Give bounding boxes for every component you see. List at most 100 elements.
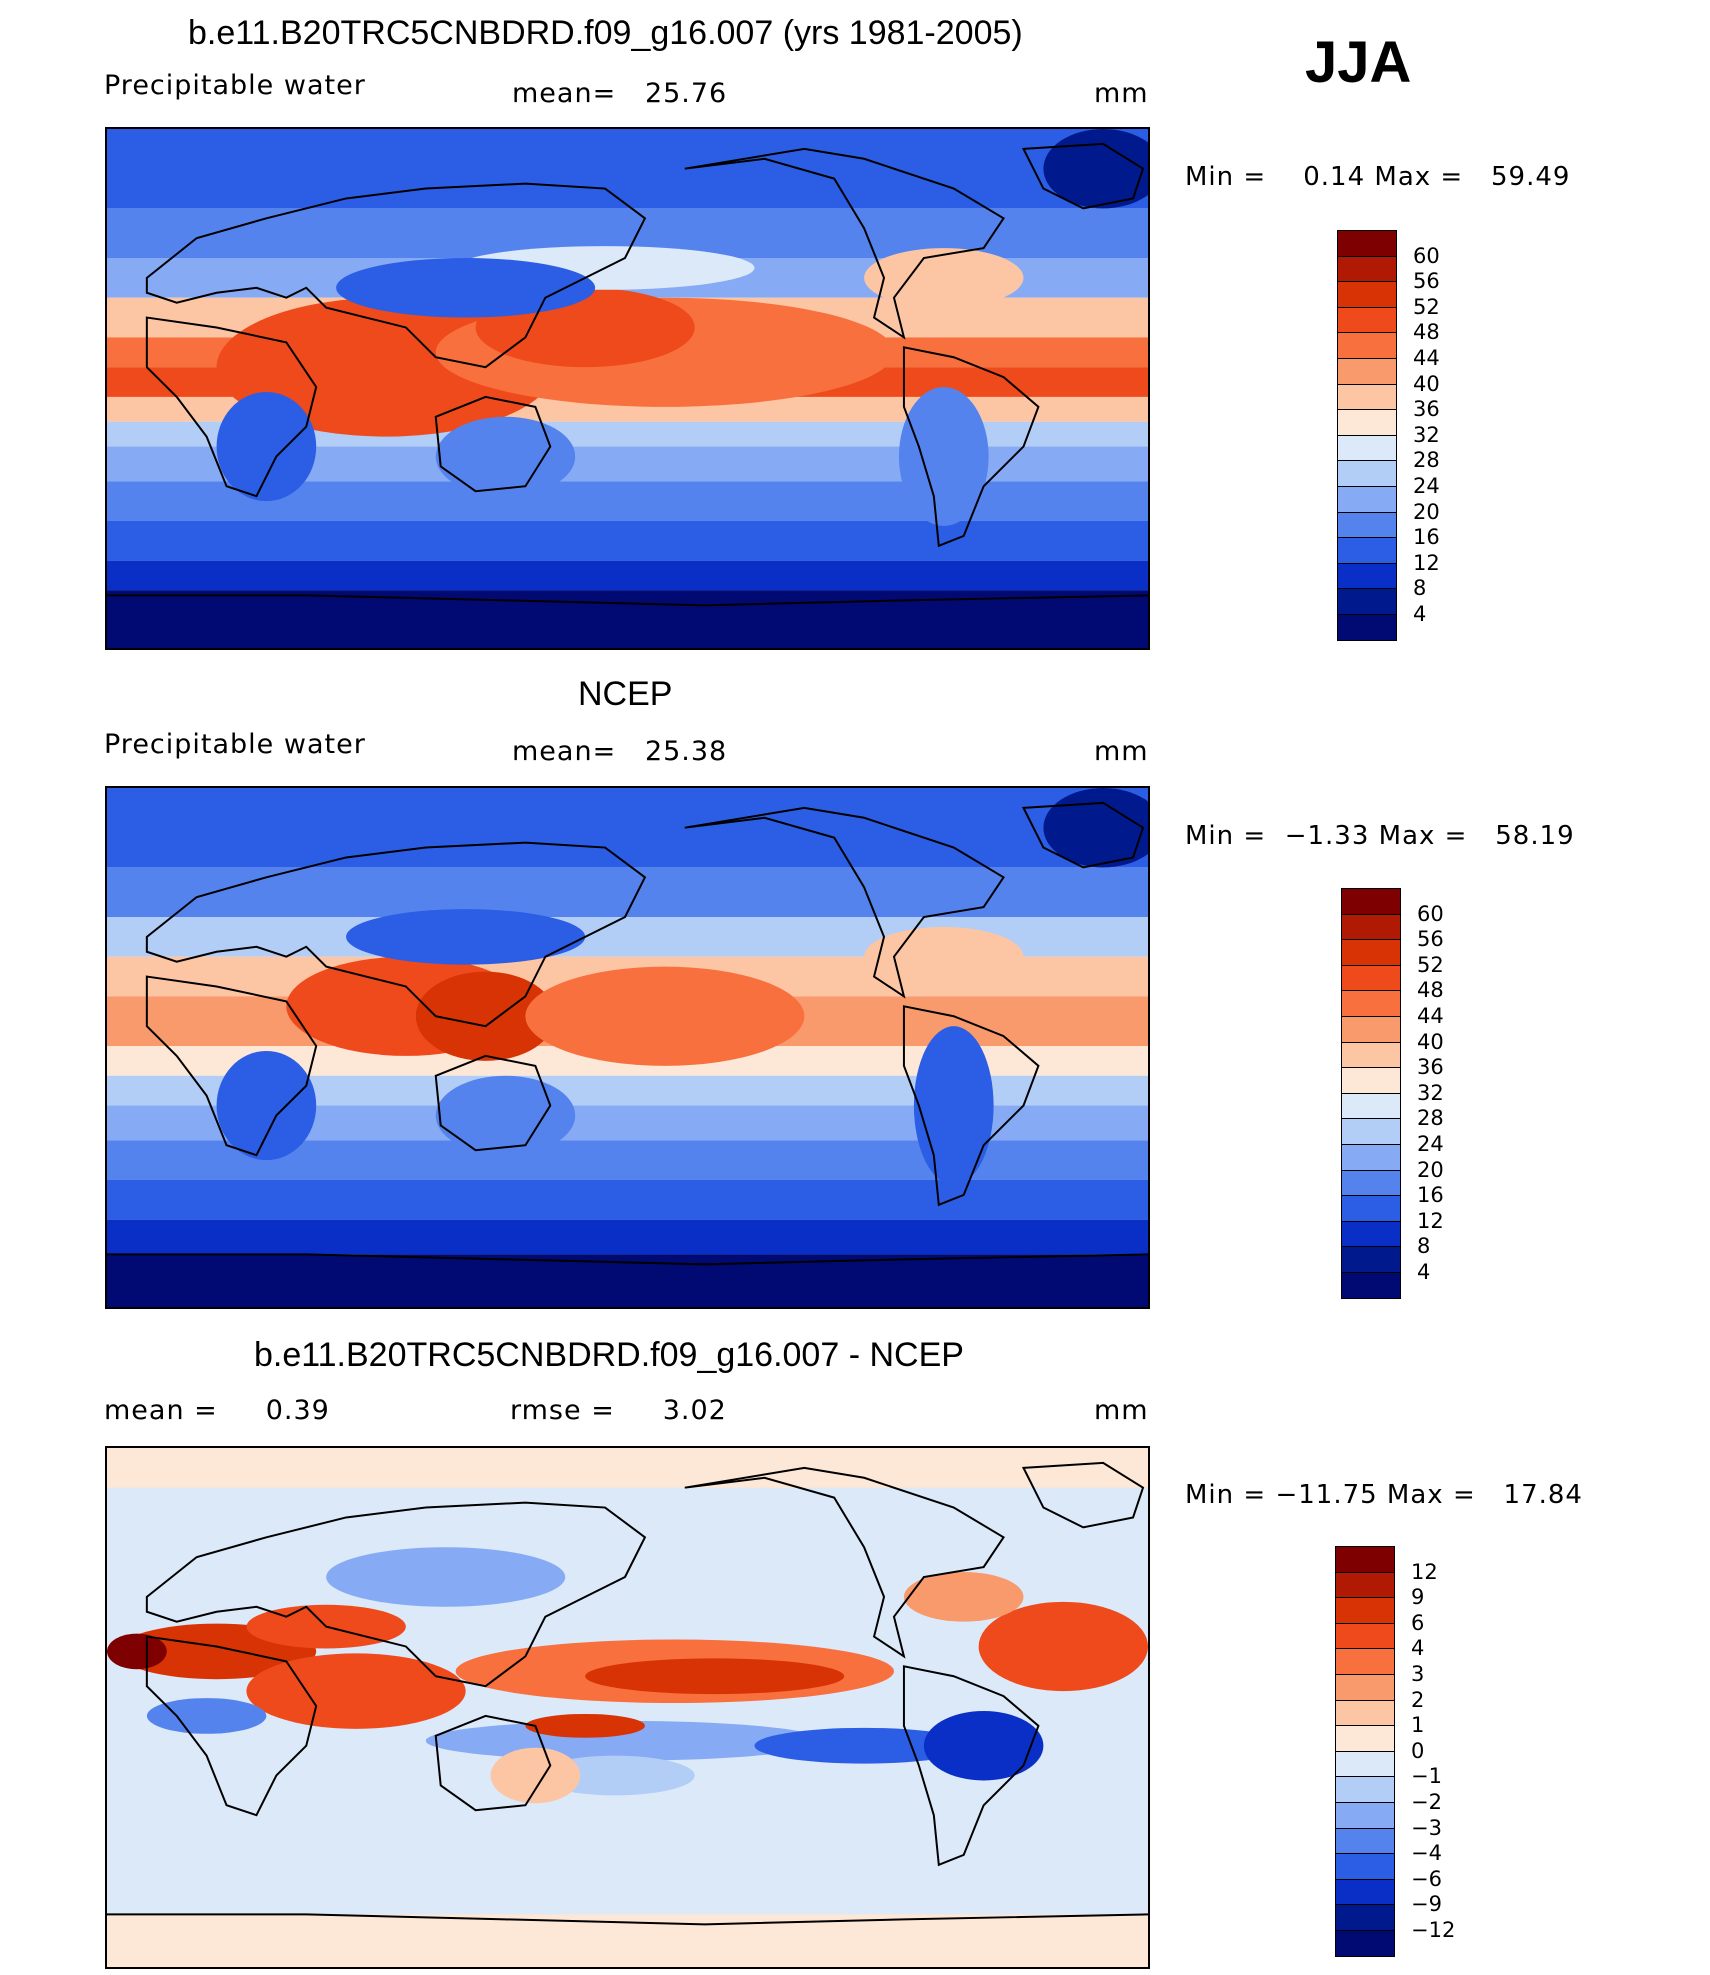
- panel-3-rmse-label: rmse = 3.02: [510, 1395, 727, 1426]
- colorbar-tick-label: −12: [1411, 1918, 1456, 1942]
- panel-1-map-svg: [107, 129, 1148, 648]
- panel-1-units-label: mm: [1094, 78, 1149, 109]
- colorbar-tick-label: 40: [1417, 1029, 1444, 1054]
- colorbar-tick-label: 28: [1417, 1106, 1444, 1131]
- colorbar-swatch: [1337, 281, 1397, 308]
- colorbar-swatch: [1341, 1092, 1401, 1120]
- colorbar-tick-label: 16: [1417, 1183, 1444, 1208]
- colorbar-swatch: [1335, 1904, 1395, 1931]
- colorbar-swatch: [1341, 1118, 1401, 1145]
- colorbar-swatch: [1337, 562, 1397, 590]
- panel-3-units-label: mm: [1094, 1395, 1149, 1426]
- colorbar-swatch: [1335, 1725, 1395, 1752]
- colorbar-swatch: [1335, 1827, 1395, 1855]
- colorbar-tick-label: 16: [1413, 525, 1440, 550]
- colorbar-tick-label: 28: [1413, 448, 1440, 473]
- panel-3-minmax: Min = −11.75 Max = 17.84: [1185, 1480, 1583, 1510]
- colorbar-swatch: [1337, 358, 1397, 385]
- colorbar-tick-label: 1: [1411, 1713, 1425, 1738]
- colorbar-tick-label: 4: [1417, 1260, 1431, 1284]
- colorbar-swatch: [1337, 230, 1397, 257]
- colorbar-tick-label: 8: [1413, 576, 1427, 601]
- colorbar-tick-label: 6: [1411, 1610, 1425, 1635]
- colorbar-swatch: [1341, 1067, 1401, 1094]
- colorbar-swatch: [1341, 913, 1401, 941]
- colorbar-swatch: [1337, 434, 1397, 462]
- colorbar-swatch: [1337, 306, 1397, 334]
- colorbar-swatch: [1335, 1622, 1395, 1650]
- colorbar-swatch: [1341, 1144, 1401, 1171]
- season-label: JJA: [1305, 30, 1412, 95]
- panel-3-colorbar: 12 9 6 4 3 2 1 0 −1 −2 −3 −4 −6 −9 −12: [1335, 1546, 1475, 1957]
- colorbar-tick-label: 56: [1417, 927, 1444, 952]
- colorbar-swatch: [1335, 1750, 1395, 1778]
- colorbar-swatch: [1341, 888, 1401, 915]
- colorbar-swatch: [1335, 1571, 1395, 1599]
- panel-2-map-svg: [107, 788, 1148, 1307]
- colorbar-swatch: [1337, 460, 1397, 487]
- panel-1-title: b.e11.B20TRC5CNBDRD.f09_g16.007 (yrs 198…: [188, 14, 1023, 52]
- colorbar-tick-label: −4: [1411, 1841, 1442, 1866]
- colorbar-tick-label: 60: [1413, 243, 1440, 268]
- panel-1-colorbar: 60 56 52 48 44 40 36 32 28 24 20 16 12 8 4: [1337, 230, 1477, 641]
- colorbar-tick-label: 0: [1411, 1738, 1425, 1763]
- colorbar-swatch: [1335, 1674, 1395, 1701]
- colorbar-tick-label: 32: [1413, 422, 1440, 447]
- colorbar-swatch: [1335, 1546, 1395, 1573]
- colorbar-tick-label: −9: [1411, 1892, 1442, 1917]
- colorbar-swatch: [1335, 1878, 1395, 1906]
- colorbar-tick-label: 12: [1413, 550, 1440, 575]
- panel-3-map-svg: [107, 1448, 1148, 1967]
- colorbar-swatch: [1341, 1169, 1401, 1197]
- colorbar-swatch: [1341, 939, 1401, 966]
- colorbar-swatch: [1341, 1016, 1401, 1043]
- panel-3-title: b.e11.B20TRC5CNBDRD.f09_g16.007 - NCEP: [254, 1336, 964, 1374]
- colorbar-tick-label: 56: [1413, 269, 1440, 294]
- colorbar-tick-label: 24: [1413, 474, 1440, 498]
- colorbar-tick-label: −1: [1411, 1764, 1442, 1789]
- panel-1-map: [105, 127, 1150, 650]
- colorbar-tick-label: 48: [1417, 978, 1444, 1003]
- colorbar-tick-label: −3: [1411, 1815, 1442, 1840]
- colorbar-tick-label: 44: [1413, 346, 1440, 370]
- colorbar-tick-label: 2: [1411, 1687, 1425, 1712]
- colorbar-tick-label: 4: [1411, 1636, 1425, 1661]
- panel-1-minmax: Min = 0.14 Max = 59.49: [1185, 162, 1571, 192]
- panel-3-mean-label: mean = 0.39: [104, 1395, 330, 1426]
- colorbar-swatch: [1335, 1648, 1395, 1675]
- panel-3-map: [105, 1446, 1150, 1969]
- colorbar-swatch: [1341, 1272, 1401, 1299]
- colorbar-swatch: [1335, 1776, 1395, 1803]
- colorbar-swatch: [1335, 1802, 1395, 1829]
- panel-2-title: NCEP: [578, 675, 673, 713]
- colorbar-swatch: [1337, 537, 1397, 564]
- colorbar-swatch: [1337, 486, 1397, 513]
- colorbar-tick-label: 20: [1413, 499, 1440, 524]
- colorbar-swatch: [1335, 1597, 1395, 1624]
- colorbar-swatch: [1341, 990, 1401, 1017]
- colorbar-tick-label: 44: [1417, 1004, 1444, 1028]
- colorbar-swatch: [1337, 383, 1397, 411]
- colorbar-tick-label: 24: [1417, 1132, 1444, 1156]
- panel-2-map: [105, 786, 1150, 1309]
- colorbar-swatch: [1335, 1930, 1395, 1957]
- colorbar-tick-label: 8: [1417, 1234, 1431, 1259]
- colorbar-tick-label: −2: [1411, 1790, 1442, 1814]
- colorbar-tick-label: 9: [1411, 1585, 1425, 1610]
- colorbar-swatch: [1337, 332, 1397, 359]
- colorbar-swatch: [1341, 964, 1401, 992]
- colorbar-swatch: [1337, 255, 1397, 283]
- colorbar-tick-label: 20: [1417, 1157, 1444, 1182]
- colorbar-tick-label: −6: [1411, 1866, 1442, 1891]
- panel-2-mean-label: mean= 25.38: [512, 736, 728, 767]
- panel-2-colorbar: 60 56 52 48 44 40 36 32 28 24 20 16 12 8 4: [1341, 888, 1481, 1299]
- colorbar-swatch: [1341, 1041, 1401, 1069]
- panel-2-variable-label: Precipitable water: [104, 729, 366, 760]
- colorbar-tick-label: 3: [1411, 1662, 1425, 1686]
- colorbar-tick-label: 60: [1417, 901, 1444, 926]
- colorbar-swatch: [1335, 1699, 1395, 1727]
- colorbar-swatch: [1341, 1195, 1401, 1222]
- colorbar-swatch: [1337, 409, 1397, 436]
- colorbar-tick-label: 36: [1413, 397, 1440, 422]
- panel-1-mean-label: mean= 25.76: [512, 78, 728, 109]
